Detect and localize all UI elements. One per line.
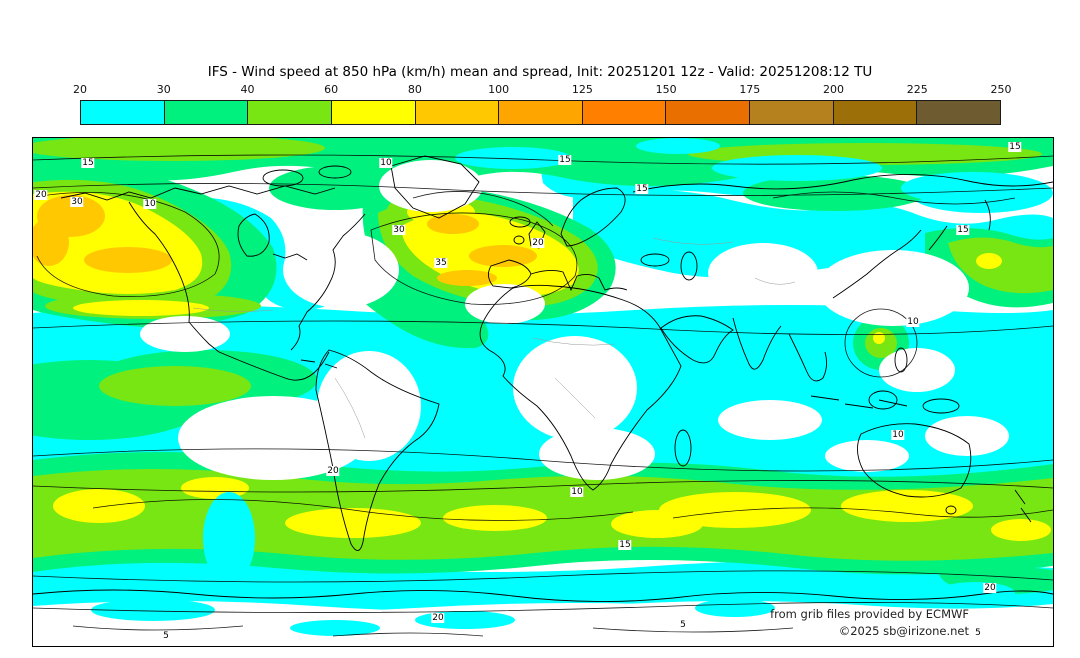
colorbar-segment-2 [248,101,332,124]
colorbar-tick-150: 150 [655,83,677,96]
credit-copyright: ©2025 sb@irizone.net [838,624,969,638]
colorbar-segment-6 [582,101,667,124]
country-borders [192,237,796,439]
colorbar-tick-200: 200 [823,83,845,96]
colorbar-segment-4 [415,101,500,124]
colorbar-tick-250: 250 [990,83,1012,96]
colorbar-segment-9 [833,101,918,124]
colorbar-tick-30: 30 [156,83,171,96]
credit-grib-source: from grib files provided by ECMWF [770,607,969,621]
colorbar-tick-225: 225 [906,83,928,96]
wind-field-gold-layer [33,195,537,286]
colorbar-segment-10 [917,101,1001,124]
colorbar [80,100,1001,125]
world-wind-map [33,138,1053,646]
colorbar-tick-175: 175 [739,83,761,96]
world-map-frame: 15 20 30 10 10 15 15 30 35 20 15 15 20 10 10 15 10 20 5 20 5… [32,137,1054,647]
colorbar-tick-20: 20 [73,83,87,96]
colorbar-segment-1 [164,101,249,124]
colorbar-segment-7 [666,101,751,124]
colorbar-segment-3 [331,101,416,124]
colorbar-segment-5 [499,101,583,124]
spread-contour-lines [33,154,1053,637]
colorbar-tick-labels: 20 30 40 60 80 100 125 150 175 200 225 250 [73,83,1012,96]
colorbar-segment-8 [750,101,834,124]
chart-title: IFS - Wind speed at 850 hPa (km/h) mean … [207,64,873,80]
colorbar-tick-100: 100 [488,83,510,96]
wind-field-cyan-details [91,138,1045,636]
colorbar-segment-0 [81,101,165,124]
colorbar-tick-125: 125 [571,83,593,96]
coastlines [33,155,1053,603]
colorbar-tick-80: 80 [407,83,422,96]
colorbar-tick-40: 40 [240,83,255,96]
colorbar-tick-60: 60 [324,83,339,96]
